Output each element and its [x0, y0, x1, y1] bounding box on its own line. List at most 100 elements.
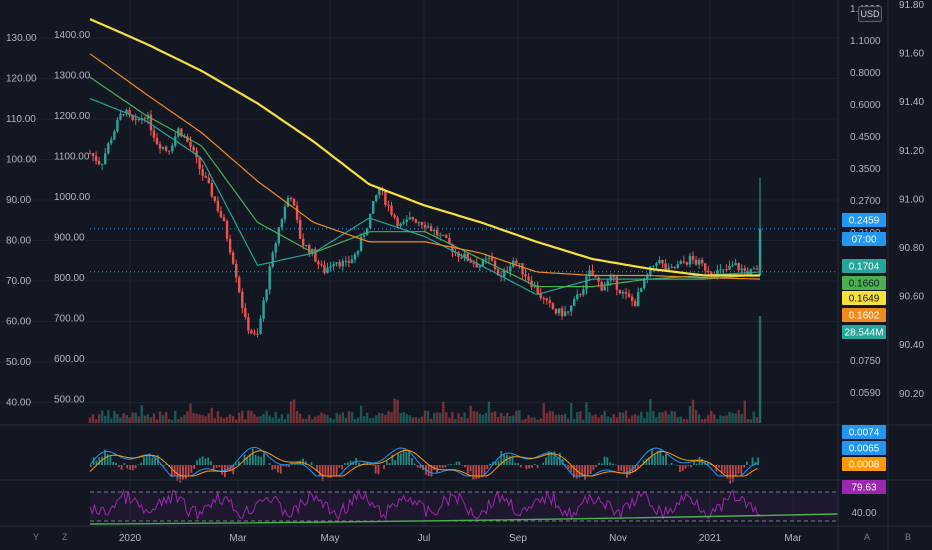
volume-bar [344, 417, 348, 423]
tick-label-b: 1000.00 [54, 192, 91, 203]
corner-z[interactable]: Z [62, 532, 68, 542]
tick-label-c: 0.8000 [850, 68, 881, 79]
tick-label-x: 2020 [119, 533, 142, 544]
candle-body [621, 292, 625, 294]
currency-badge[interactable]: USD [858, 6, 882, 22]
macd-hist-bar [221, 465, 224, 475]
tick-label-a: 100.00 [6, 155, 37, 166]
candle-body [259, 318, 262, 334]
candle-body [320, 264, 323, 266]
macd-hist-bar [346, 462, 349, 465]
macd-hist-bar [134, 465, 137, 469]
volume-bar [691, 399, 695, 423]
volume-bar [685, 419, 689, 423]
macd-label-tag [842, 441, 886, 455]
volume-bar [652, 410, 655, 423]
candle-body [353, 254, 357, 260]
tick-label-d: 90.80 [899, 243, 924, 254]
macd-hist-bar [687, 465, 690, 467]
corner-y[interactable]: Y [33, 532, 40, 542]
candle-body [524, 274, 527, 277]
macd-hist-bar [327, 465, 330, 478]
macd-hist-bar [595, 465, 598, 467]
macd-line [89, 446, 758, 477]
candle-body [557, 308, 561, 314]
volume-bar [88, 417, 92, 423]
macd-hist-bar [184, 465, 187, 479]
candle-body [104, 153, 107, 164]
volume-bar [627, 418, 631, 423]
ma100-line [89, 53, 761, 280]
candle-body [536, 284, 539, 294]
macd-hist-bar [603, 456, 606, 465]
volume-bar [515, 410, 518, 423]
macd-hist-bar [335, 465, 338, 477]
macd-hist-bar [575, 465, 578, 479]
candle-body [368, 213, 372, 229]
candle-body [630, 296, 634, 301]
candle-body [268, 266, 271, 290]
macd-hist-bar [623, 465, 626, 474]
volume-bar [746, 418, 750, 423]
candle-body [390, 205, 393, 215]
tick-label-a: 50.00 [6, 357, 31, 368]
volume-bar [219, 416, 223, 423]
macd-hist-bar [634, 465, 637, 472]
candle-body [655, 263, 658, 266]
volume-bar [317, 415, 320, 423]
volume-bar [442, 401, 445, 423]
candle-body [402, 222, 405, 224]
moving-average-lines [89, 18, 761, 295]
tick-label-d: 91.00 [899, 194, 924, 205]
candle-body [411, 217, 415, 220]
candle-body [673, 266, 676, 269]
volume-bar [201, 414, 204, 423]
macd-hist-bar [455, 461, 458, 465]
tick-label-a: 60.00 [6, 317, 31, 328]
volume-bar [758, 316, 762, 423]
macd-hist-bar [497, 460, 500, 465]
volume-bar [755, 417, 759, 423]
volume-bar [743, 400, 746, 423]
macd-hist-bar [586, 465, 589, 476]
candle-body [612, 276, 616, 278]
candle-body [582, 289, 585, 295]
macd-hist-bar [260, 456, 263, 465]
candle-body [280, 219, 284, 228]
candle-body [210, 182, 214, 197]
candle-body [171, 145, 174, 152]
macd-hist-bar [397, 453, 399, 465]
time-axis[interactable]: 2020 Mar May Jul Sep Nov 2021 Mar [119, 533, 802, 544]
volume-bar [426, 410, 430, 423]
volume-bar [670, 411, 673, 423]
macd-hist-bar [413, 463, 416, 465]
tick-label-b: 1300.00 [54, 71, 91, 82]
candle-body [332, 263, 335, 267]
left-axis-a[interactable]: 130.00 120.00 110.00 100.00 90.00 80.00 70.00 6… [6, 33, 37, 409]
right-axis-d[interactable]: 91.80 91.60 91.40 91.20 91.00 90.80 90.60 90.40… [899, 0, 924, 400]
candle-body [484, 258, 488, 260]
candle-body [344, 260, 348, 262]
macd-hist-bar [653, 454, 656, 465]
macd-hist-bar [293, 463, 296, 465]
volume-bar [542, 403, 545, 423]
candle-body [545, 298, 549, 301]
volume-bar [554, 414, 558, 423]
left-axis-b[interactable]: 1400.00 1300.00 1200.00 1100.00 1000.00 900.0… [54, 30, 91, 406]
volume-bar [594, 414, 597, 423]
corner-a[interactable]: A [864, 532, 871, 542]
corner-b[interactable]: B [905, 532, 912, 542]
volume-bar [496, 417, 500, 423]
volume-bar [707, 415, 710, 423]
candle-body [560, 308, 564, 317]
candle-body [646, 274, 649, 279]
right-axis-price[interactable]: 1.40001.10000.80000.60000.45000.35000.27… [850, 4, 881, 399]
macd-hist-bar [458, 461, 461, 465]
volume-bar [417, 418, 421, 423]
macd-hist-bar [402, 449, 405, 465]
macd-hist-bar [746, 461, 748, 465]
candle-body [113, 131, 116, 140]
tick-label-b: 600.00 [54, 354, 85, 365]
macd-hist-bar [411, 458, 413, 465]
